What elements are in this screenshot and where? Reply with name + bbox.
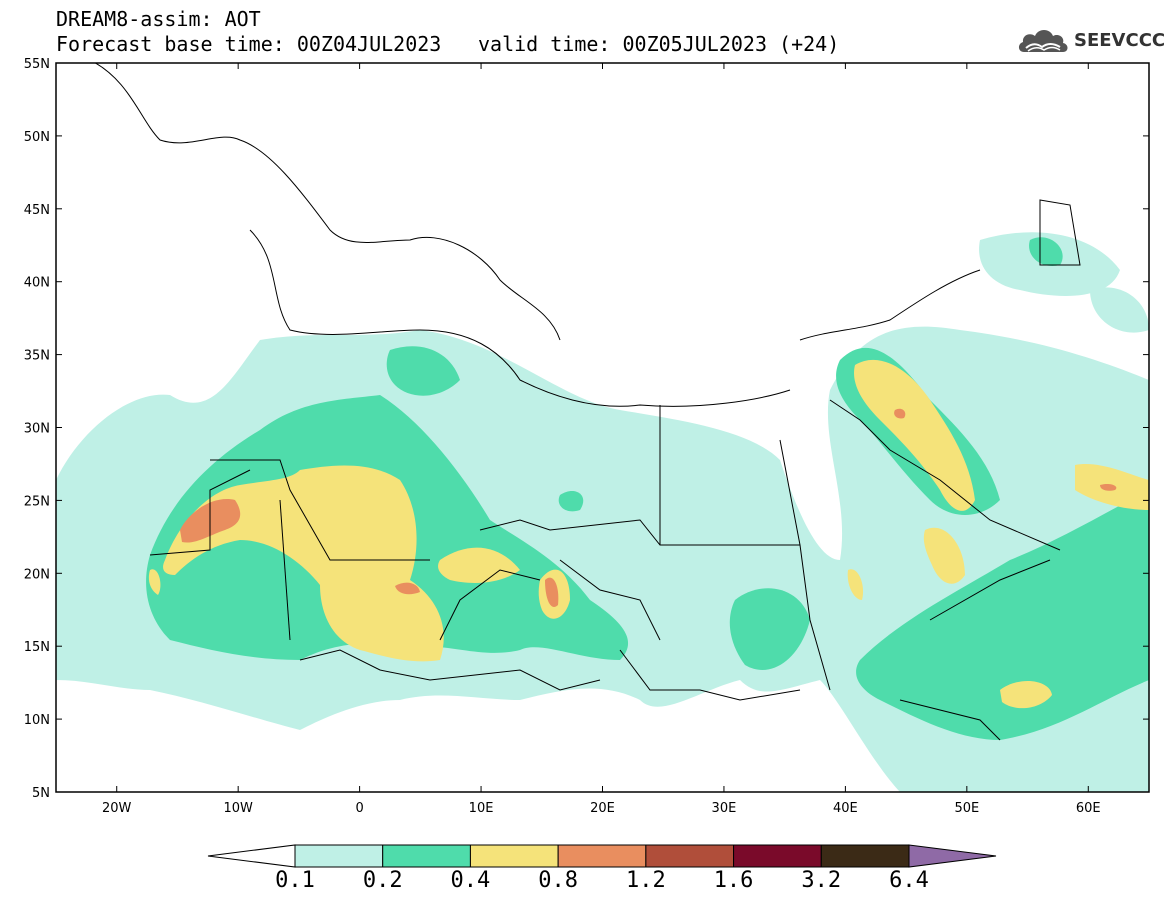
lon-tick-label: 60E <box>1076 801 1101 816</box>
colorbar-swatch <box>469 844 559 868</box>
cloud-logo-icon <box>1018 30 1068 52</box>
lat-tick-label: 55N <box>24 57 50 72</box>
forecast-base-time: Forecast base time: 00Z04JUL2023 <box>56 32 442 56</box>
lon-tick-label: 50E <box>954 801 979 816</box>
logo-text: SEEVCCC <box>1074 30 1165 51</box>
colorbar-swatch <box>733 844 822 868</box>
colorbar-label: 1.2 <box>625 868 666 893</box>
colorbar-label: 1.6 <box>713 868 754 893</box>
lat-tick-label: 15N <box>24 640 50 655</box>
lon-tick-label: 40E <box>833 801 858 816</box>
colorbar-swatch <box>382 844 471 868</box>
map-title: DREAM8-assim: AOT <box>56 7 261 31</box>
colorbar-label: 0.1 <box>275 868 315 893</box>
colorbar-label: 3.2 <box>801 868 842 893</box>
country-borders <box>94 63 1081 741</box>
lon-tick-label: 20W <box>102 801 132 816</box>
colorbar-label: 0.8 <box>538 868 579 893</box>
colorbar-label: 0.2 <box>362 868 403 893</box>
lat-tick-label: 25N <box>24 494 50 509</box>
lat-tick-label: 20N <box>24 567 50 582</box>
lat-tick-label: 10N <box>24 713 50 728</box>
lat-tick-label: 45N <box>24 203 50 218</box>
colorbar-max-arrow <box>908 844 997 868</box>
lon-tick-label: 0 <box>355 801 363 816</box>
colorbar-label: 0.4 <box>450 868 491 893</box>
colorbar-swatch <box>557 844 647 868</box>
lon-tick-label: 20E <box>590 801 615 816</box>
lat-tick-label: 50N <box>24 130 50 145</box>
colorbar-swatch <box>294 844 384 868</box>
colorbar-swatch <box>820 844 910 868</box>
lat-tick-label: 40N <box>24 276 50 291</box>
lat-tick-label: 35N <box>24 349 50 364</box>
lat-tick-label: 5N <box>32 786 50 801</box>
aot-field <box>56 232 1149 792</box>
axis-ticks: 20W 10W 0 10E 20E 30E 40E 50E 60E 55N 50N 45N 40N 35N… <box>24 57 1149 816</box>
colorbar-label: 6.4 <box>889 868 929 893</box>
lon-tick-label: 10E <box>469 801 494 816</box>
valid-time: valid time: 00Z05JUL2023 (+24) <box>478 32 840 56</box>
lat-tick-label: 30N <box>24 422 50 437</box>
colorbar-min-arrow <box>207 844 296 868</box>
seevccc-logo: SEEVCCC <box>1016 24 1165 58</box>
lon-tick-label: 30E <box>712 801 737 816</box>
colorbar-swatch <box>645 844 735 868</box>
lon-tick-label: 10W <box>223 801 253 816</box>
